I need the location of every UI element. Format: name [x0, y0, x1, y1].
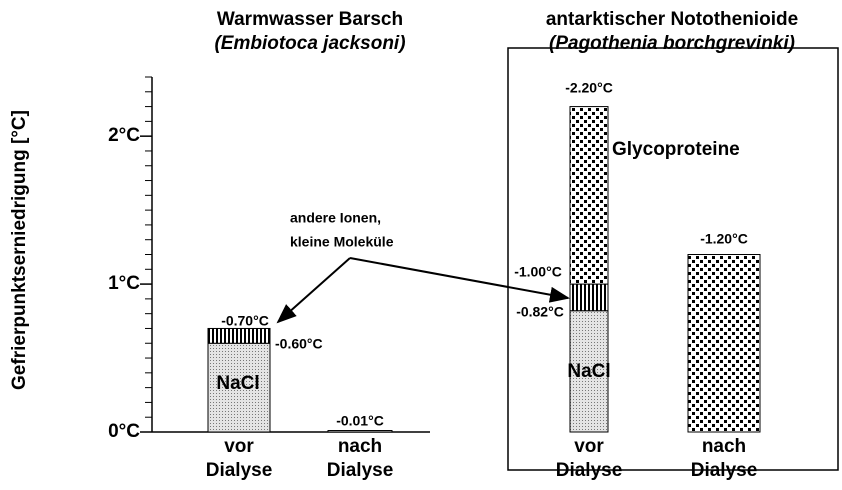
x-tick-label: nach — [338, 436, 382, 457]
value-label: -0.82°C — [516, 304, 564, 320]
y-tick-label: 0°C — [108, 421, 140, 442]
series-label: kleine Moleküle — [290, 234, 394, 250]
value-label: -0.01°C — [336, 413, 384, 429]
bar-segment — [569, 310, 609, 433]
panel-title: (Embiotoca jacksoni) — [214, 33, 405, 54]
x-tick-label: vor — [574, 436, 604, 457]
y-tick-label: 1°C — [108, 273, 140, 294]
series-label: NaCl — [216, 373, 259, 394]
series-label: andere Ionen, — [290, 210, 381, 226]
bar-segment — [207, 342, 271, 433]
x-tick-label: Dialyse — [327, 460, 394, 481]
bar-segment — [569, 106, 609, 285]
x-tick-label: nach — [702, 436, 746, 457]
series-label: NaCl — [567, 361, 610, 382]
value-label: -1.00°C — [514, 264, 562, 280]
panel-title: antarktischer Notothenioide — [546, 9, 798, 30]
arrow — [276, 257, 351, 324]
x-tick-label: Dialyse — [691, 460, 758, 481]
y-axis-label: Gefrierpunktserniedrigung [°C] — [9, 110, 30, 390]
bar-segment — [207, 327, 271, 344]
x-tick-label: vor — [224, 436, 254, 457]
panel-frame — [507, 47, 839, 471]
x-tick-label: Dialyse — [556, 460, 623, 481]
value-label: -1.20°C — [700, 231, 748, 247]
panel-title: Warmwasser Barsch — [217, 9, 403, 30]
arrow — [349, 257, 570, 303]
value-label: -0.70°C — [221, 313, 269, 329]
bar-segment — [687, 254, 761, 433]
series-label: Glycoproteine — [612, 139, 740, 160]
panel-title: (Pagothenia borchgrevinki) — [549, 33, 795, 54]
x-tick-label: Dialyse — [206, 460, 273, 481]
bar-segment — [327, 430, 393, 433]
y-tick-label: 2°C — [108, 125, 140, 146]
value-label: -0.60°C — [275, 336, 323, 352]
value-label: -2.20°C — [565, 80, 613, 96]
bar-segment — [569, 283, 609, 312]
